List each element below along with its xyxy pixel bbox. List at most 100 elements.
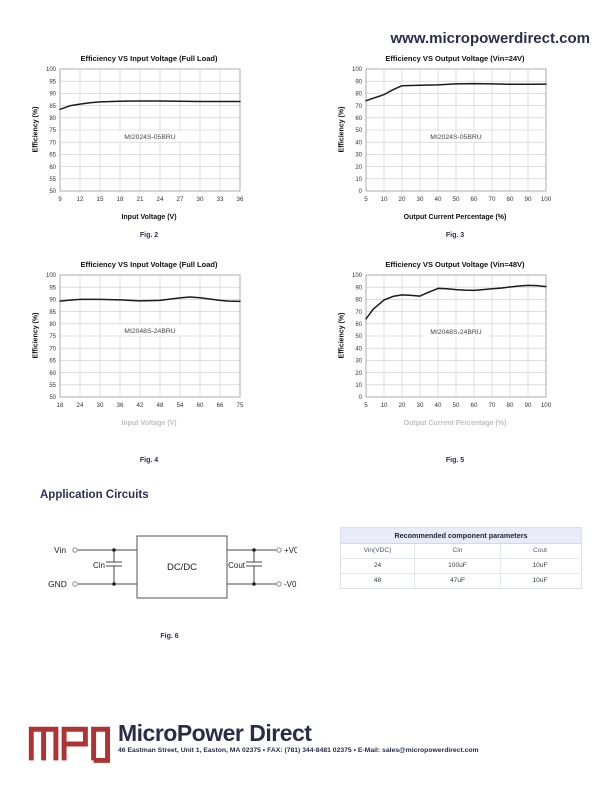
svg-text:90: 90 — [49, 298, 56, 304]
cin-label: Cin — [93, 561, 105, 570]
chart-fig2: Efficiency VS Input Voltage (Full Load) … — [30, 52, 268, 239]
svg-text:70: 70 — [489, 402, 496, 409]
x-axis-label: Output Current Percentage (%) — [403, 420, 507, 427]
svg-text:5: 5 — [364, 402, 368, 409]
table-cell: 48 — [341, 574, 415, 588]
svg-text:15: 15 — [97, 196, 104, 203]
svg-text:55: 55 — [49, 383, 56, 389]
chart-title: Efficiency VS Output Voltage (Vin=24V) — [385, 54, 525, 63]
svg-text:50: 50 — [453, 402, 460, 409]
efficiency-chart-svg: 50 55 60 65 70 75 80 85 90 95 100 18 24 30 36 42 48 54 60 6… — [46, 273, 244, 409]
chart-fig5: Efficiency VS Output Voltage (Vin=48V) E… — [336, 258, 574, 464]
dcdc-circuit-diagram: Vin GND Cin Cout DC/DC +V0 -V0 — [48, 535, 299, 599]
svg-text:90: 90 — [355, 79, 362, 85]
svg-text:MI2048S-24BRU: MI2048S-24BRU — [124, 328, 175, 335]
svg-text:50: 50 — [49, 189, 56, 195]
chart-title: Efficiency VS Output Voltage (Vin=48V) — [385, 260, 525, 269]
svg-text:10: 10 — [381, 196, 388, 203]
svg-text:MI2024S-05BRU: MI2024S-05BRU — [124, 134, 175, 141]
svg-text:24: 24 — [157, 196, 164, 203]
svg-text:10: 10 — [355, 383, 362, 389]
svg-text:30: 30 — [417, 196, 424, 203]
svg-text:27: 27 — [177, 196, 184, 203]
svg-text:30: 30 — [355, 153, 362, 159]
svg-text:80: 80 — [49, 322, 56, 328]
junction-dots — [112, 548, 256, 586]
application-circuit-figure: Vin GND Cin Cout DC/DC +V0 -V0 Fig. 6 — [42, 528, 299, 640]
chart-title: Efficiency VS Input Voltage (Full Load) — [80, 260, 218, 269]
y-axis-label: Efficiency (%) — [338, 106, 346, 153]
svg-text:12: 12 — [77, 196, 84, 203]
svg-text:18: 18 — [57, 402, 64, 409]
section-heading-application-circuits: Application Circuits — [40, 489, 149, 501]
svg-text:60: 60 — [355, 116, 362, 122]
y-axis-label: Efficiency (%) — [32, 312, 40, 359]
table-cell: 24 — [341, 559, 415, 574]
svg-text:70: 70 — [489, 196, 496, 203]
svg-text:30: 30 — [417, 402, 424, 409]
svg-text:30: 30 — [355, 359, 362, 365]
svg-text:70: 70 — [49, 346, 56, 352]
column-header: Vin(VDC) — [341, 544, 415, 559]
svg-text:5: 5 — [364, 196, 368, 203]
dcdc-box-label: DC/DC — [167, 562, 197, 573]
svg-text:90: 90 — [355, 285, 362, 291]
vneg-label: -V0 — [284, 580, 297, 589]
svg-text:70: 70 — [355, 310, 362, 316]
svg-text:MI2024S-05BRU: MI2024S-05BRU — [430, 134, 481, 141]
gnd-label: GND — [48, 579, 67, 589]
svg-text:80: 80 — [507, 196, 514, 203]
svg-text:100: 100 — [541, 196, 552, 203]
vpos-label: +V0 — [284, 546, 297, 555]
website-url: www.micropowerdirect.com — [390, 30, 591, 47]
svg-text:65: 65 — [49, 359, 56, 365]
svg-text:36: 36 — [117, 402, 124, 409]
footer-text-block: MicroPower Direct 46 Eastman Street, Uni… — [118, 720, 479, 754]
svg-text:40: 40 — [355, 140, 362, 146]
y-axis-label: Efficiency (%) — [338, 312, 346, 359]
svg-text:66: 66 — [217, 402, 224, 409]
svg-text:70: 70 — [355, 104, 362, 110]
svg-text:90: 90 — [525, 402, 532, 409]
svg-text:42: 42 — [137, 402, 144, 409]
svg-text:40: 40 — [435, 402, 442, 409]
column-header: Cout — [501, 544, 579, 559]
svg-text:0: 0 — [359, 189, 363, 195]
x-axis-label: Input Voltage (V) — [121, 214, 177, 221]
svg-text:90: 90 — [525, 196, 532, 203]
efficiency-chart-svg: 0 10 20 30 40 50 60 70 80 90 100 5 10 20 30 40 50 60 70 80 9… — [352, 273, 552, 409]
svg-text:100: 100 — [46, 273, 57, 279]
svg-text:100: 100 — [46, 67, 57, 73]
table-cell: 47uF — [415, 574, 501, 588]
svg-text:0: 0 — [359, 395, 363, 401]
chart-title: Efficiency VS Input Voltage (Full Load) — [80, 54, 218, 63]
svg-text:60: 60 — [49, 165, 56, 171]
svg-text:10: 10 — [381, 402, 388, 409]
svg-text:75: 75 — [237, 402, 244, 409]
y-axis-label: Efficiency (%) — [32, 106, 40, 153]
vin-label: Vin — [54, 545, 66, 555]
svg-text:21: 21 — [137, 196, 144, 203]
svg-text:85: 85 — [49, 104, 56, 110]
component-parameters-table: Recommended component parameters Vin(VDC… — [340, 527, 582, 589]
svg-text:60: 60 — [49, 371, 56, 377]
svg-text:65: 65 — [49, 153, 56, 159]
brand-name: MicroPower Direct — [118, 720, 312, 746]
figure-caption: Fig. 2 — [139, 232, 159, 239]
svg-text:80: 80 — [355, 92, 362, 98]
svg-text:100: 100 — [352, 273, 363, 279]
footer: MicroPower Direct 46 Eastman Street, Uni… — [28, 720, 479, 764]
svg-text:70: 70 — [49, 140, 56, 146]
svg-text:20: 20 — [399, 196, 406, 203]
chart-fig3: Efficiency VS Output Voltage (Vin=24V) E… — [336, 52, 574, 239]
table-title: Recommended component parameters — [341, 528, 581, 544]
svg-text:50: 50 — [453, 196, 460, 203]
svg-text:80: 80 — [355, 298, 362, 304]
svg-text:95: 95 — [49, 285, 56, 291]
svg-text:10: 10 — [355, 177, 362, 183]
chart-fig4: Efficiency VS Input Voltage (Full Load) … — [30, 258, 268, 464]
svg-text:60: 60 — [197, 402, 204, 409]
svg-text:60: 60 — [355, 322, 362, 328]
figure-caption: Fig. 5 — [445, 457, 465, 464]
svg-text:40: 40 — [435, 196, 442, 203]
